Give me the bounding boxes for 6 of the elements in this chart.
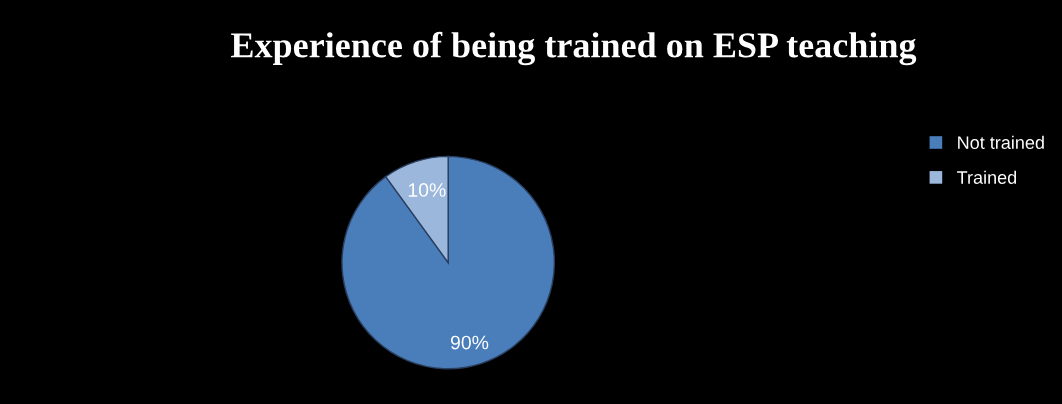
data-label: 90% [450,335,489,350]
legend-label: Not trained [958,135,1044,149]
pie-slice [341,155,556,370]
data-label: 10% [408,183,446,197]
legend-label: Trained [957,170,1017,184]
chart-title: Experience of being trained on ESP teaching [231,31,917,66]
